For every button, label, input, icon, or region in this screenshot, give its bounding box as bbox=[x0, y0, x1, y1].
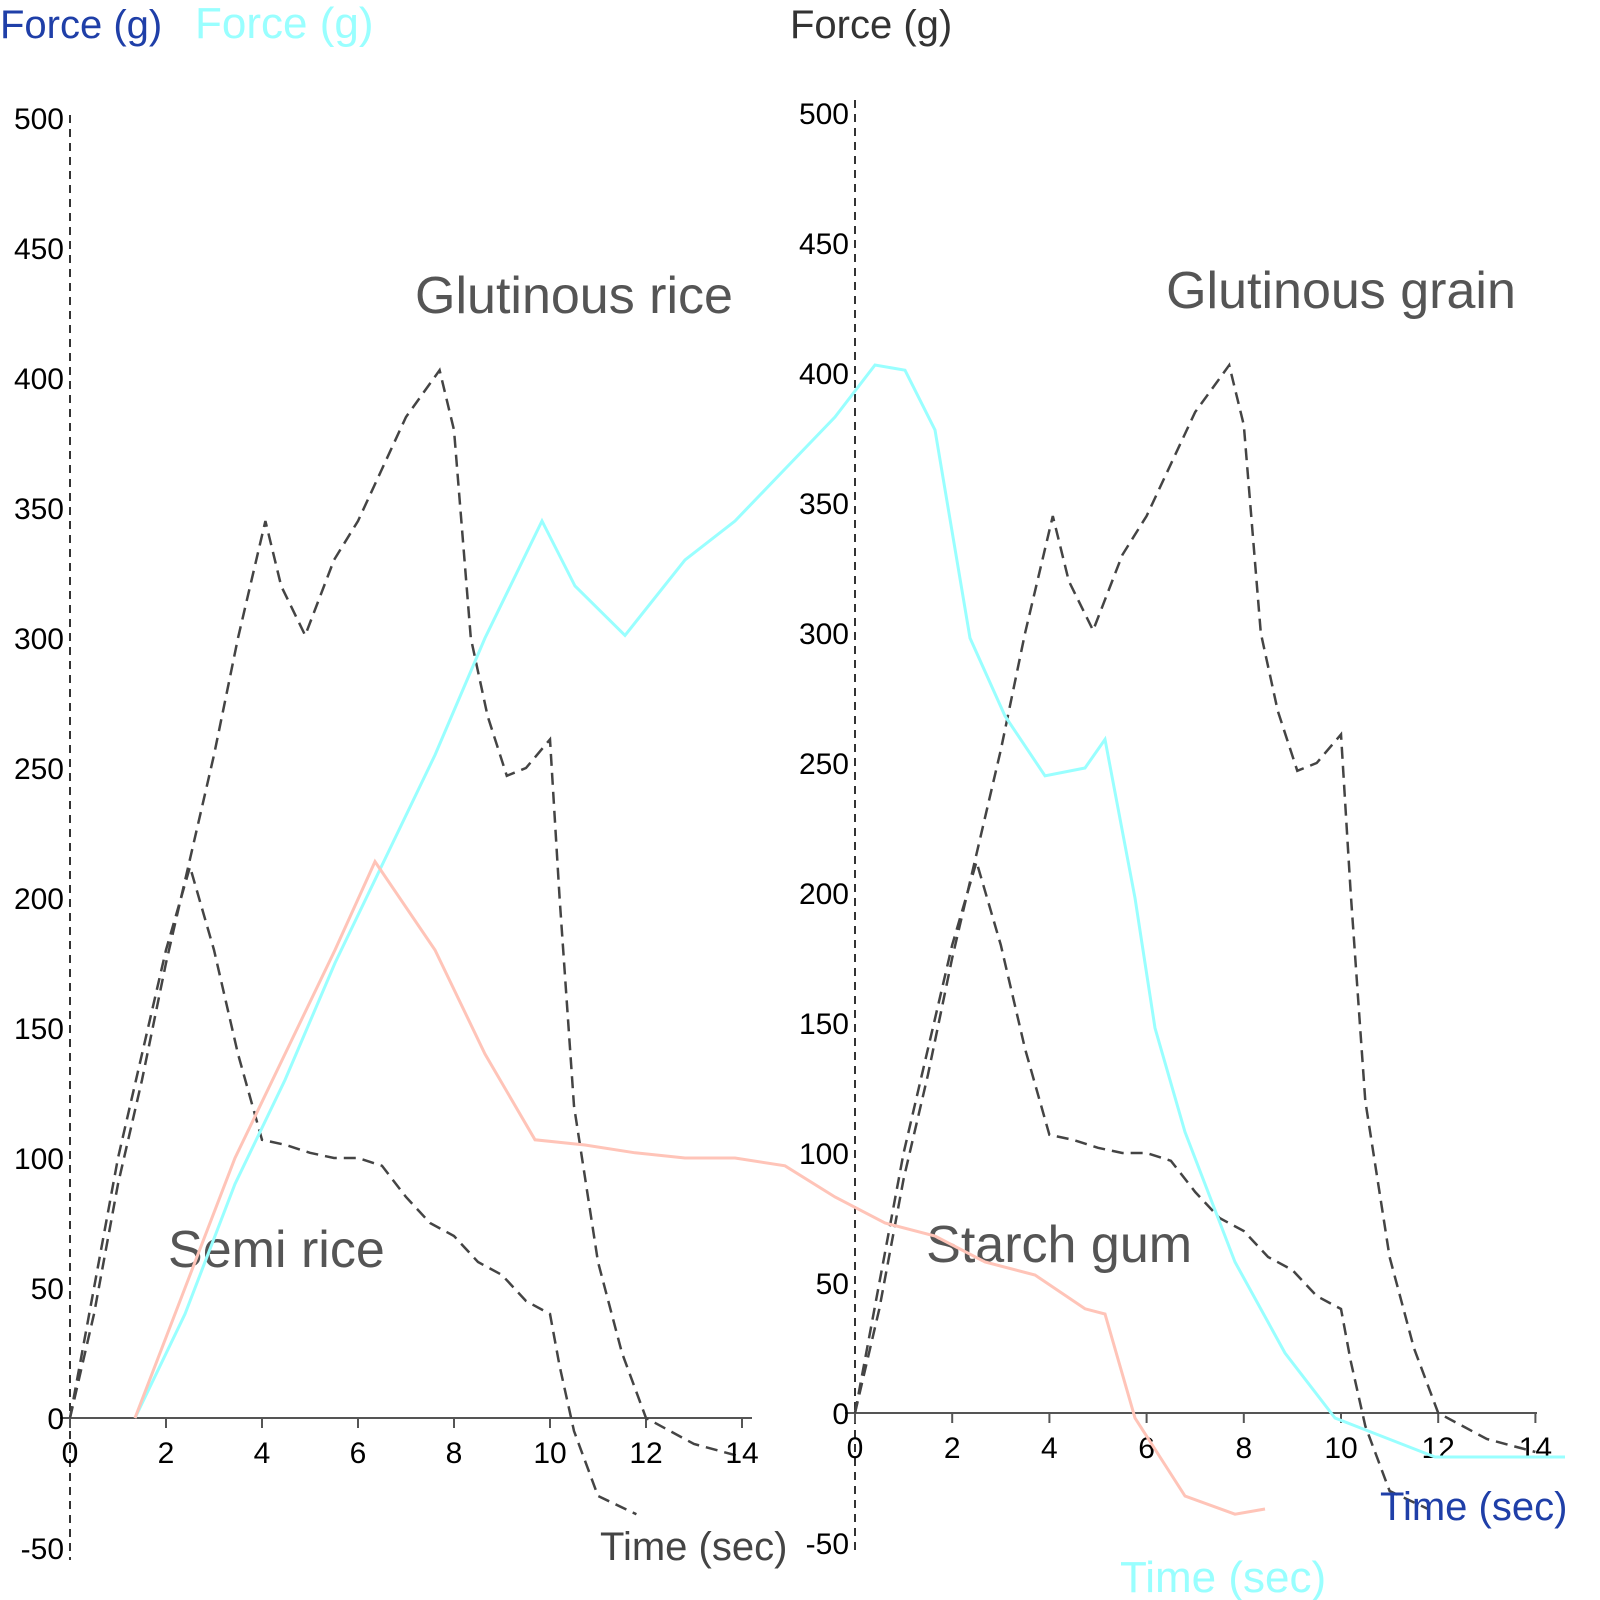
y-tick-label: 450 bbox=[14, 233, 64, 266]
series-line-2 bbox=[853, 857, 1430, 1511]
x-tick-label: 8 bbox=[446, 1437, 463, 1470]
curve-annotation: Glutinous grain bbox=[1166, 262, 1516, 320]
y-tick-label: 50 bbox=[816, 1268, 849, 1301]
y-tick-label: 300 bbox=[799, 618, 849, 651]
curve-annotation: Semi rice bbox=[168, 1221, 385, 1279]
overlay-y-axis-label: Force (g) bbox=[195, 0, 373, 48]
y-tick-label: 200 bbox=[799, 878, 849, 911]
y-tick-label: -50 bbox=[806, 1528, 849, 1561]
overlay-panel bbox=[133, 363, 1565, 1516]
y-tick-label: 150 bbox=[799, 1008, 849, 1041]
y-axis-label: Force (g) bbox=[0, 3, 162, 47]
y-tick-label: 300 bbox=[14, 623, 64, 656]
left-panel bbox=[60, 115, 752, 1560]
y-axis-label: Force (g) bbox=[790, 3, 952, 47]
x-tick-label: 14 bbox=[1519, 1432, 1552, 1465]
x-tick-label: 12 bbox=[629, 1437, 662, 1470]
overlay-series-line-2 bbox=[133, 858, 1266, 1516]
y-tick-label: 400 bbox=[14, 363, 64, 396]
y-tick-label: 100 bbox=[14, 1143, 64, 1176]
x-tick-label: 0 bbox=[847, 1432, 864, 1465]
y-tick-label: 0 bbox=[47, 1403, 64, 1436]
series-line-2 bbox=[68, 862, 637, 1516]
x-axis-label: Time (sec) bbox=[1380, 1485, 1567, 1529]
x-tick-label: 8 bbox=[1235, 1432, 1252, 1465]
x-tick-label: 10 bbox=[533, 1437, 566, 1470]
y-tick-label: 250 bbox=[799, 748, 849, 781]
y-tick-label: 200 bbox=[14, 883, 64, 916]
y-tick-label: 100 bbox=[799, 1138, 849, 1171]
y-tick-label: 350 bbox=[799, 488, 849, 521]
x-tick-label: 12 bbox=[1422, 1432, 1455, 1465]
y-tick-label: 250 bbox=[14, 753, 64, 786]
curve-annotation: Starch gum bbox=[926, 1216, 1192, 1274]
overlay-series-line-1 bbox=[133, 363, 1565, 1459]
y-tick-label: -50 bbox=[21, 1533, 64, 1566]
y-tick-label: 500 bbox=[799, 98, 849, 131]
y-tick-label: 150 bbox=[14, 1013, 64, 1046]
y-tick-label: 450 bbox=[799, 228, 849, 261]
y-tick-label: 400 bbox=[799, 358, 849, 391]
curve-annotation: Glutinous rice bbox=[415, 267, 733, 325]
x-tick-label: 2 bbox=[158, 1437, 175, 1470]
x-tick-label: 4 bbox=[1041, 1432, 1058, 1465]
x-tick-label: 4 bbox=[254, 1437, 271, 1470]
x-tick-label: 10 bbox=[1324, 1432, 1357, 1465]
x-tick-label: 2 bbox=[944, 1432, 961, 1465]
series-line-1 bbox=[853, 362, 1536, 1454]
right-panel bbox=[845, 100, 1537, 1550]
y-tick-label: 500 bbox=[14, 103, 64, 136]
y-tick-label: 0 bbox=[832, 1398, 849, 1431]
y-tick-label: 50 bbox=[31, 1273, 64, 1306]
y-tick-label: 350 bbox=[14, 493, 64, 526]
x-tick-label: 14 bbox=[725, 1437, 758, 1470]
overlay-x-axis-label: Time (sec) bbox=[1120, 1553, 1326, 1600]
x-axis-label: Time (sec) bbox=[600, 1525, 787, 1569]
x-tick-label: 0 bbox=[62, 1437, 79, 1470]
series-line-1 bbox=[68, 367, 743, 1459]
x-tick-label: 6 bbox=[350, 1437, 367, 1470]
